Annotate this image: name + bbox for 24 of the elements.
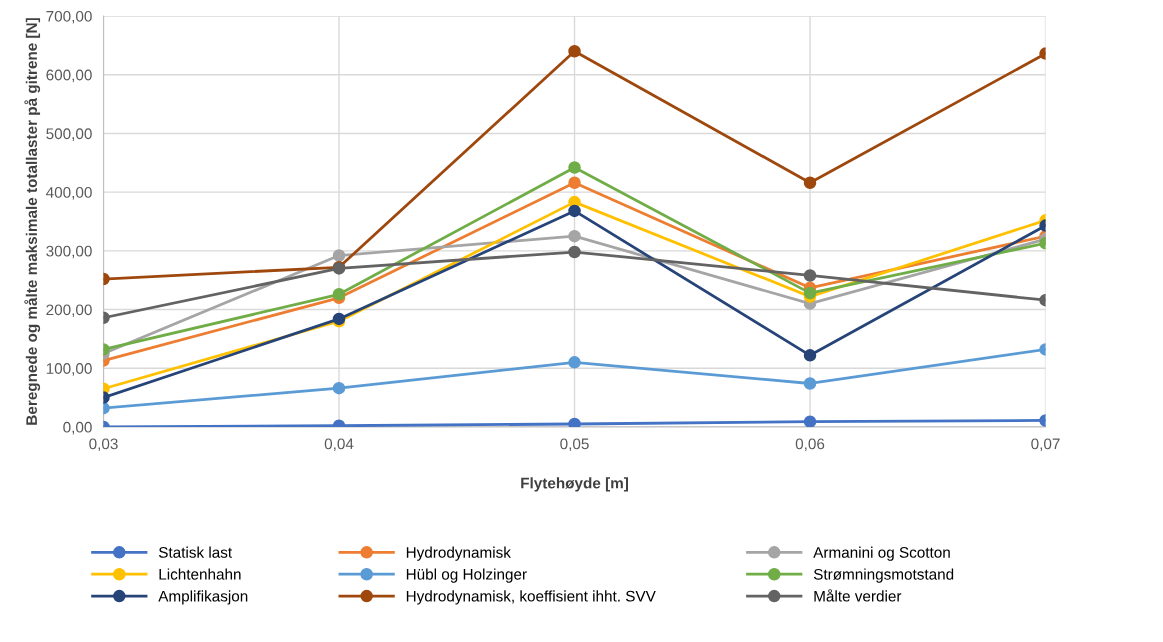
x-tick-label: 0,03 xyxy=(89,438,118,452)
x-tick-label: 0,04 xyxy=(324,438,354,452)
x-tick-label: 0,07 xyxy=(1031,438,1060,452)
y-tick-label: 200,00 xyxy=(46,304,92,318)
legend-label: Statisk last xyxy=(158,546,233,558)
legend-label: Armanini og Scotton xyxy=(813,546,950,561)
legend-label: Hydrodynamisk, koeffisient ihht. SVV xyxy=(406,590,656,605)
x-tick-label: 0,06 xyxy=(795,438,825,452)
legend-label: Lichtenhahn xyxy=(159,568,241,580)
y-tick-label: 0,00 xyxy=(63,421,92,435)
y-tick-label: 700,00 xyxy=(46,10,92,24)
y-tick-label: 400,00 xyxy=(46,187,92,200)
y-tick-label: 600,00 xyxy=(46,69,92,83)
y-axis-title: Beregnede og målte maksimale totallaster på gitrene [N] xyxy=(24,18,41,425)
y-tick-label: 100,00 xyxy=(46,363,92,376)
y-tick-label: 500,00 xyxy=(46,128,92,141)
legend-label: Amplifikasjon xyxy=(158,590,248,605)
legend-label: Hydrodynamisk xyxy=(406,546,511,561)
legend-label: Strømningsmotstand xyxy=(813,568,954,583)
x-axis-title: Flytehøyde [m] xyxy=(521,477,628,492)
x-tick-label: 0,05 xyxy=(560,438,589,452)
legend-label: Målte verdier xyxy=(814,589,902,602)
y-tick-label: 300,00 xyxy=(46,245,92,259)
legend-label: Hübl og Holzinger xyxy=(406,568,527,583)
